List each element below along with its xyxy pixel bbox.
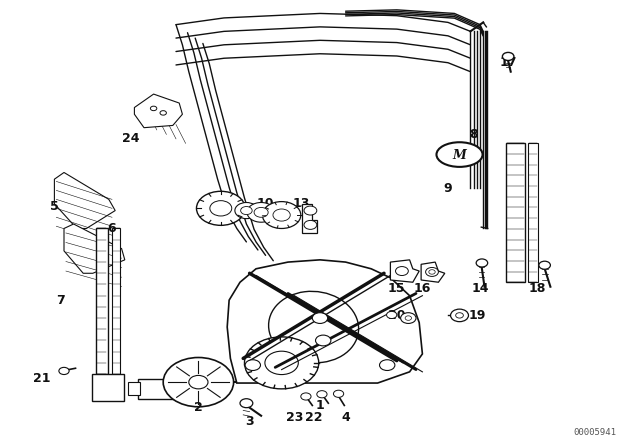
Circle shape xyxy=(273,209,291,221)
Circle shape xyxy=(304,220,317,229)
Text: 8: 8 xyxy=(469,128,478,141)
Text: 6: 6 xyxy=(108,222,116,235)
Circle shape xyxy=(254,207,268,217)
Text: 13: 13 xyxy=(292,197,310,211)
Circle shape xyxy=(160,111,166,115)
Circle shape xyxy=(429,270,435,274)
Circle shape xyxy=(312,313,328,323)
Text: M: M xyxy=(452,149,467,162)
Circle shape xyxy=(301,393,311,400)
Polygon shape xyxy=(134,94,182,128)
Text: 3: 3 xyxy=(245,414,254,428)
Circle shape xyxy=(304,206,317,215)
Polygon shape xyxy=(506,143,525,282)
Circle shape xyxy=(456,313,463,318)
Text: 21: 21 xyxy=(33,372,51,385)
Text: 10: 10 xyxy=(257,197,275,211)
Circle shape xyxy=(380,360,395,370)
Circle shape xyxy=(396,267,408,276)
Circle shape xyxy=(426,267,438,276)
Text: 12: 12 xyxy=(225,197,243,211)
Circle shape xyxy=(539,261,550,269)
Polygon shape xyxy=(112,228,120,374)
Text: 19: 19 xyxy=(468,309,486,323)
Polygon shape xyxy=(138,379,179,399)
Circle shape xyxy=(401,313,416,323)
Ellipse shape xyxy=(269,291,358,363)
Polygon shape xyxy=(528,143,538,282)
Circle shape xyxy=(502,52,514,60)
Circle shape xyxy=(245,360,260,370)
Circle shape xyxy=(262,202,301,228)
Text: 17: 17 xyxy=(500,56,518,69)
Text: 11: 11 xyxy=(202,197,220,211)
Circle shape xyxy=(196,191,245,225)
Circle shape xyxy=(235,202,258,219)
Circle shape xyxy=(240,399,253,408)
Ellipse shape xyxy=(436,142,483,167)
Circle shape xyxy=(189,375,208,389)
Circle shape xyxy=(150,106,157,111)
Text: 22: 22 xyxy=(305,411,323,424)
Text: 23: 23 xyxy=(285,411,303,424)
Text: 5: 5 xyxy=(50,199,59,213)
Polygon shape xyxy=(128,382,140,395)
Circle shape xyxy=(241,207,252,215)
Text: 20: 20 xyxy=(388,309,406,323)
Circle shape xyxy=(476,259,488,267)
Polygon shape xyxy=(92,374,124,401)
Polygon shape xyxy=(96,228,108,374)
Circle shape xyxy=(451,309,468,322)
Text: 7: 7 xyxy=(56,293,65,307)
Polygon shape xyxy=(227,260,422,383)
Polygon shape xyxy=(302,204,317,233)
Text: 15: 15 xyxy=(388,282,406,296)
Circle shape xyxy=(244,337,319,389)
Text: 1: 1 xyxy=(316,399,324,412)
Text: 9: 9 xyxy=(444,181,452,195)
Circle shape xyxy=(317,391,327,398)
Polygon shape xyxy=(390,260,419,282)
Circle shape xyxy=(247,202,275,222)
Circle shape xyxy=(387,311,397,319)
Circle shape xyxy=(59,367,69,375)
Polygon shape xyxy=(421,262,445,282)
Text: 16: 16 xyxy=(413,282,431,296)
Text: 00005941: 00005941 xyxy=(573,428,617,437)
Text: 24: 24 xyxy=(122,132,140,146)
Text: 18: 18 xyxy=(529,282,547,296)
Text: 14: 14 xyxy=(471,282,489,296)
Circle shape xyxy=(333,390,344,397)
Text: 2: 2 xyxy=(194,401,203,414)
Circle shape xyxy=(265,351,298,375)
Text: 4: 4 xyxy=(341,411,350,424)
Circle shape xyxy=(210,201,232,216)
Polygon shape xyxy=(64,224,125,273)
Circle shape xyxy=(163,358,234,407)
Circle shape xyxy=(316,335,331,346)
Polygon shape xyxy=(54,172,115,228)
Circle shape xyxy=(405,316,412,320)
